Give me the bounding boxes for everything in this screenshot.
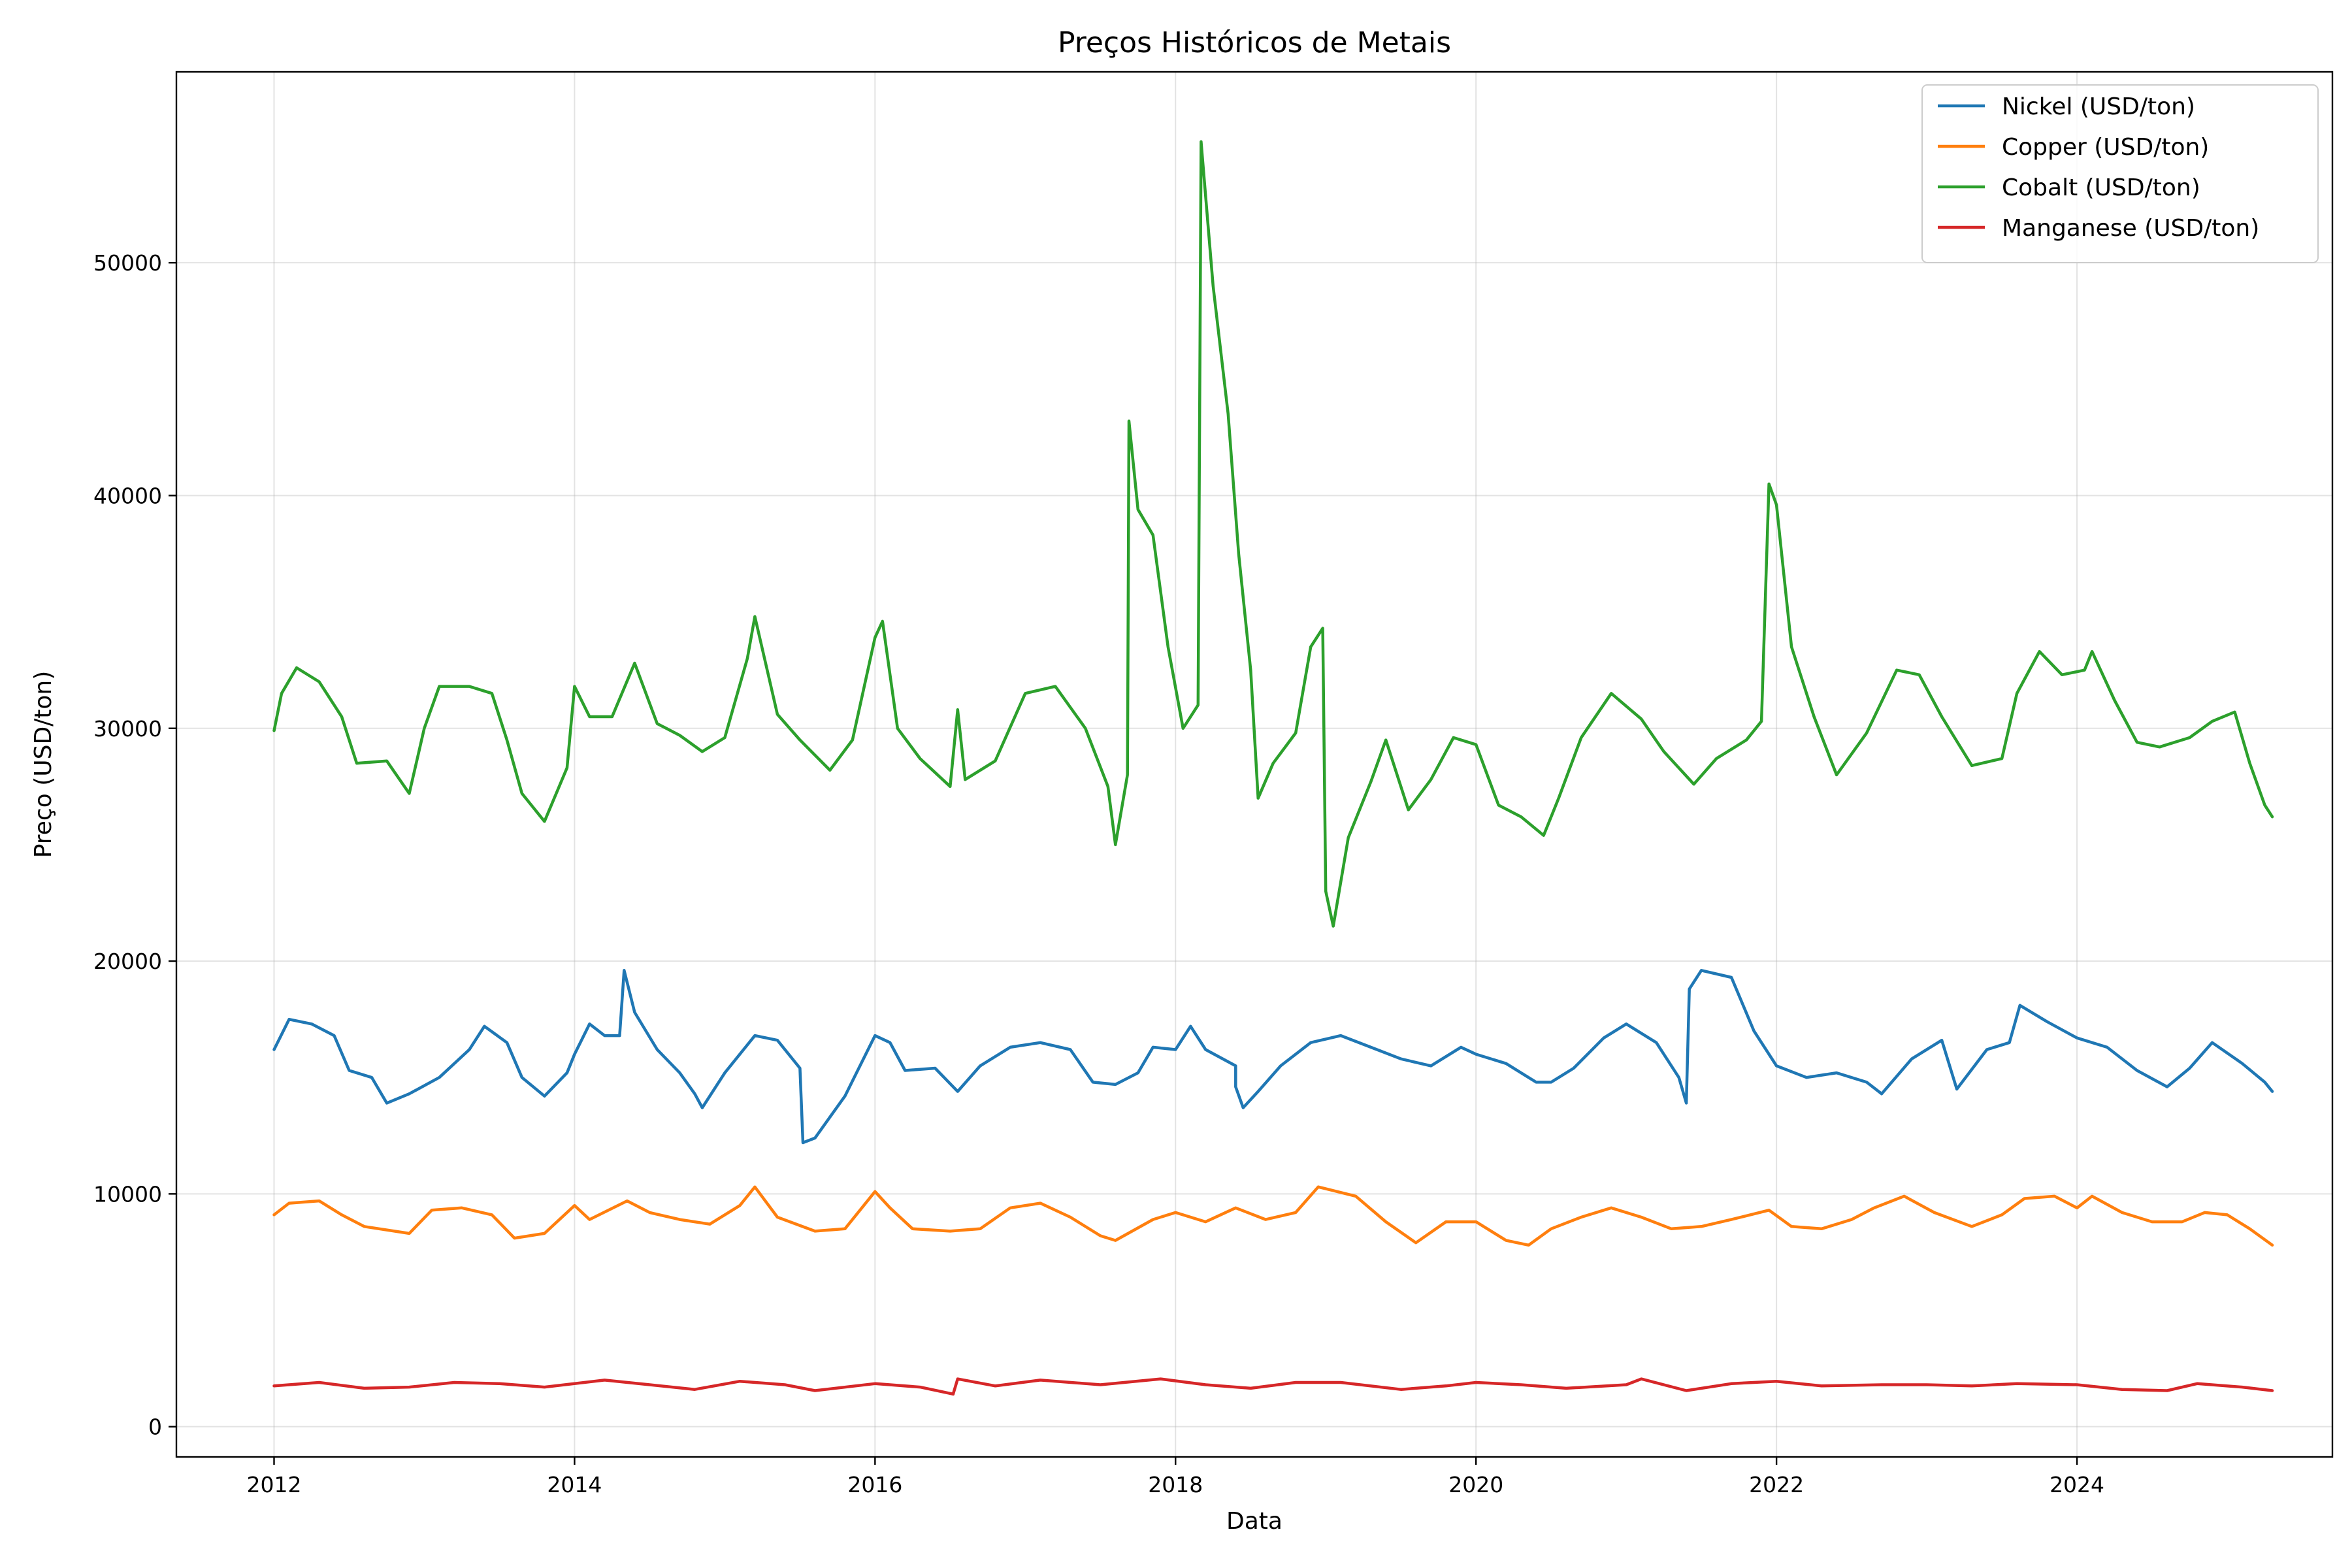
legend-label: Manganese (USD/ton): [2002, 215, 2259, 242]
legend-label: Cobalt (USD/ton): [2002, 174, 2200, 201]
y-tick-label: 20000: [93, 949, 162, 974]
x-axis-title: Data: [1226, 1508, 1282, 1535]
series-line-cobalt: [272, 140, 2274, 928]
x-tick-label: 2012: [246, 1472, 301, 1497]
y-tick-label: 30000: [93, 716, 162, 742]
series-line-nickel: [272, 969, 2274, 1145]
y-tick-label: 50000: [93, 250, 162, 276]
x-tick-label: 2024: [2050, 1472, 2104, 1497]
legend-box: [1921, 84, 2319, 263]
x-axis: 2012 2014 2016 2018 2020 2022 2024: [246, 1457, 2104, 1497]
y-tick-label: 40000: [93, 483, 162, 508]
x-tick-label: 2016: [847, 1472, 902, 1497]
x-tick-label: 2022: [1749, 1472, 1804, 1497]
y-axis-title: Preço (USD/ton): [30, 671, 57, 858]
series-line-copper: [272, 1185, 2274, 1247]
legend-label: Copper (USD/ton): [2002, 134, 2209, 161]
chart-title: Preços Históricos de Metais: [1058, 26, 1451, 59]
plot-frame: [175, 71, 2334, 1458]
y-tick-label: 0: [148, 1414, 162, 1440]
series-line-manganese: [272, 1377, 2274, 1396]
x-tick-label: 2020: [1448, 1472, 1503, 1497]
x-tick-label: 2014: [547, 1472, 602, 1497]
legend: Nickel (USD/ton) Copper (USD/ton) Cobalt (…: [1921, 84, 2319, 263]
x-tick-label: 2018: [1148, 1472, 1203, 1497]
y-axis: 0 10000 20000 30000 40000 50000: [93, 250, 176, 1440]
series-lines: [272, 140, 2274, 1396]
legend-label: Nickel (USD/ton): [2002, 93, 2195, 120]
y-tick-label: 10000: [93, 1181, 162, 1207]
